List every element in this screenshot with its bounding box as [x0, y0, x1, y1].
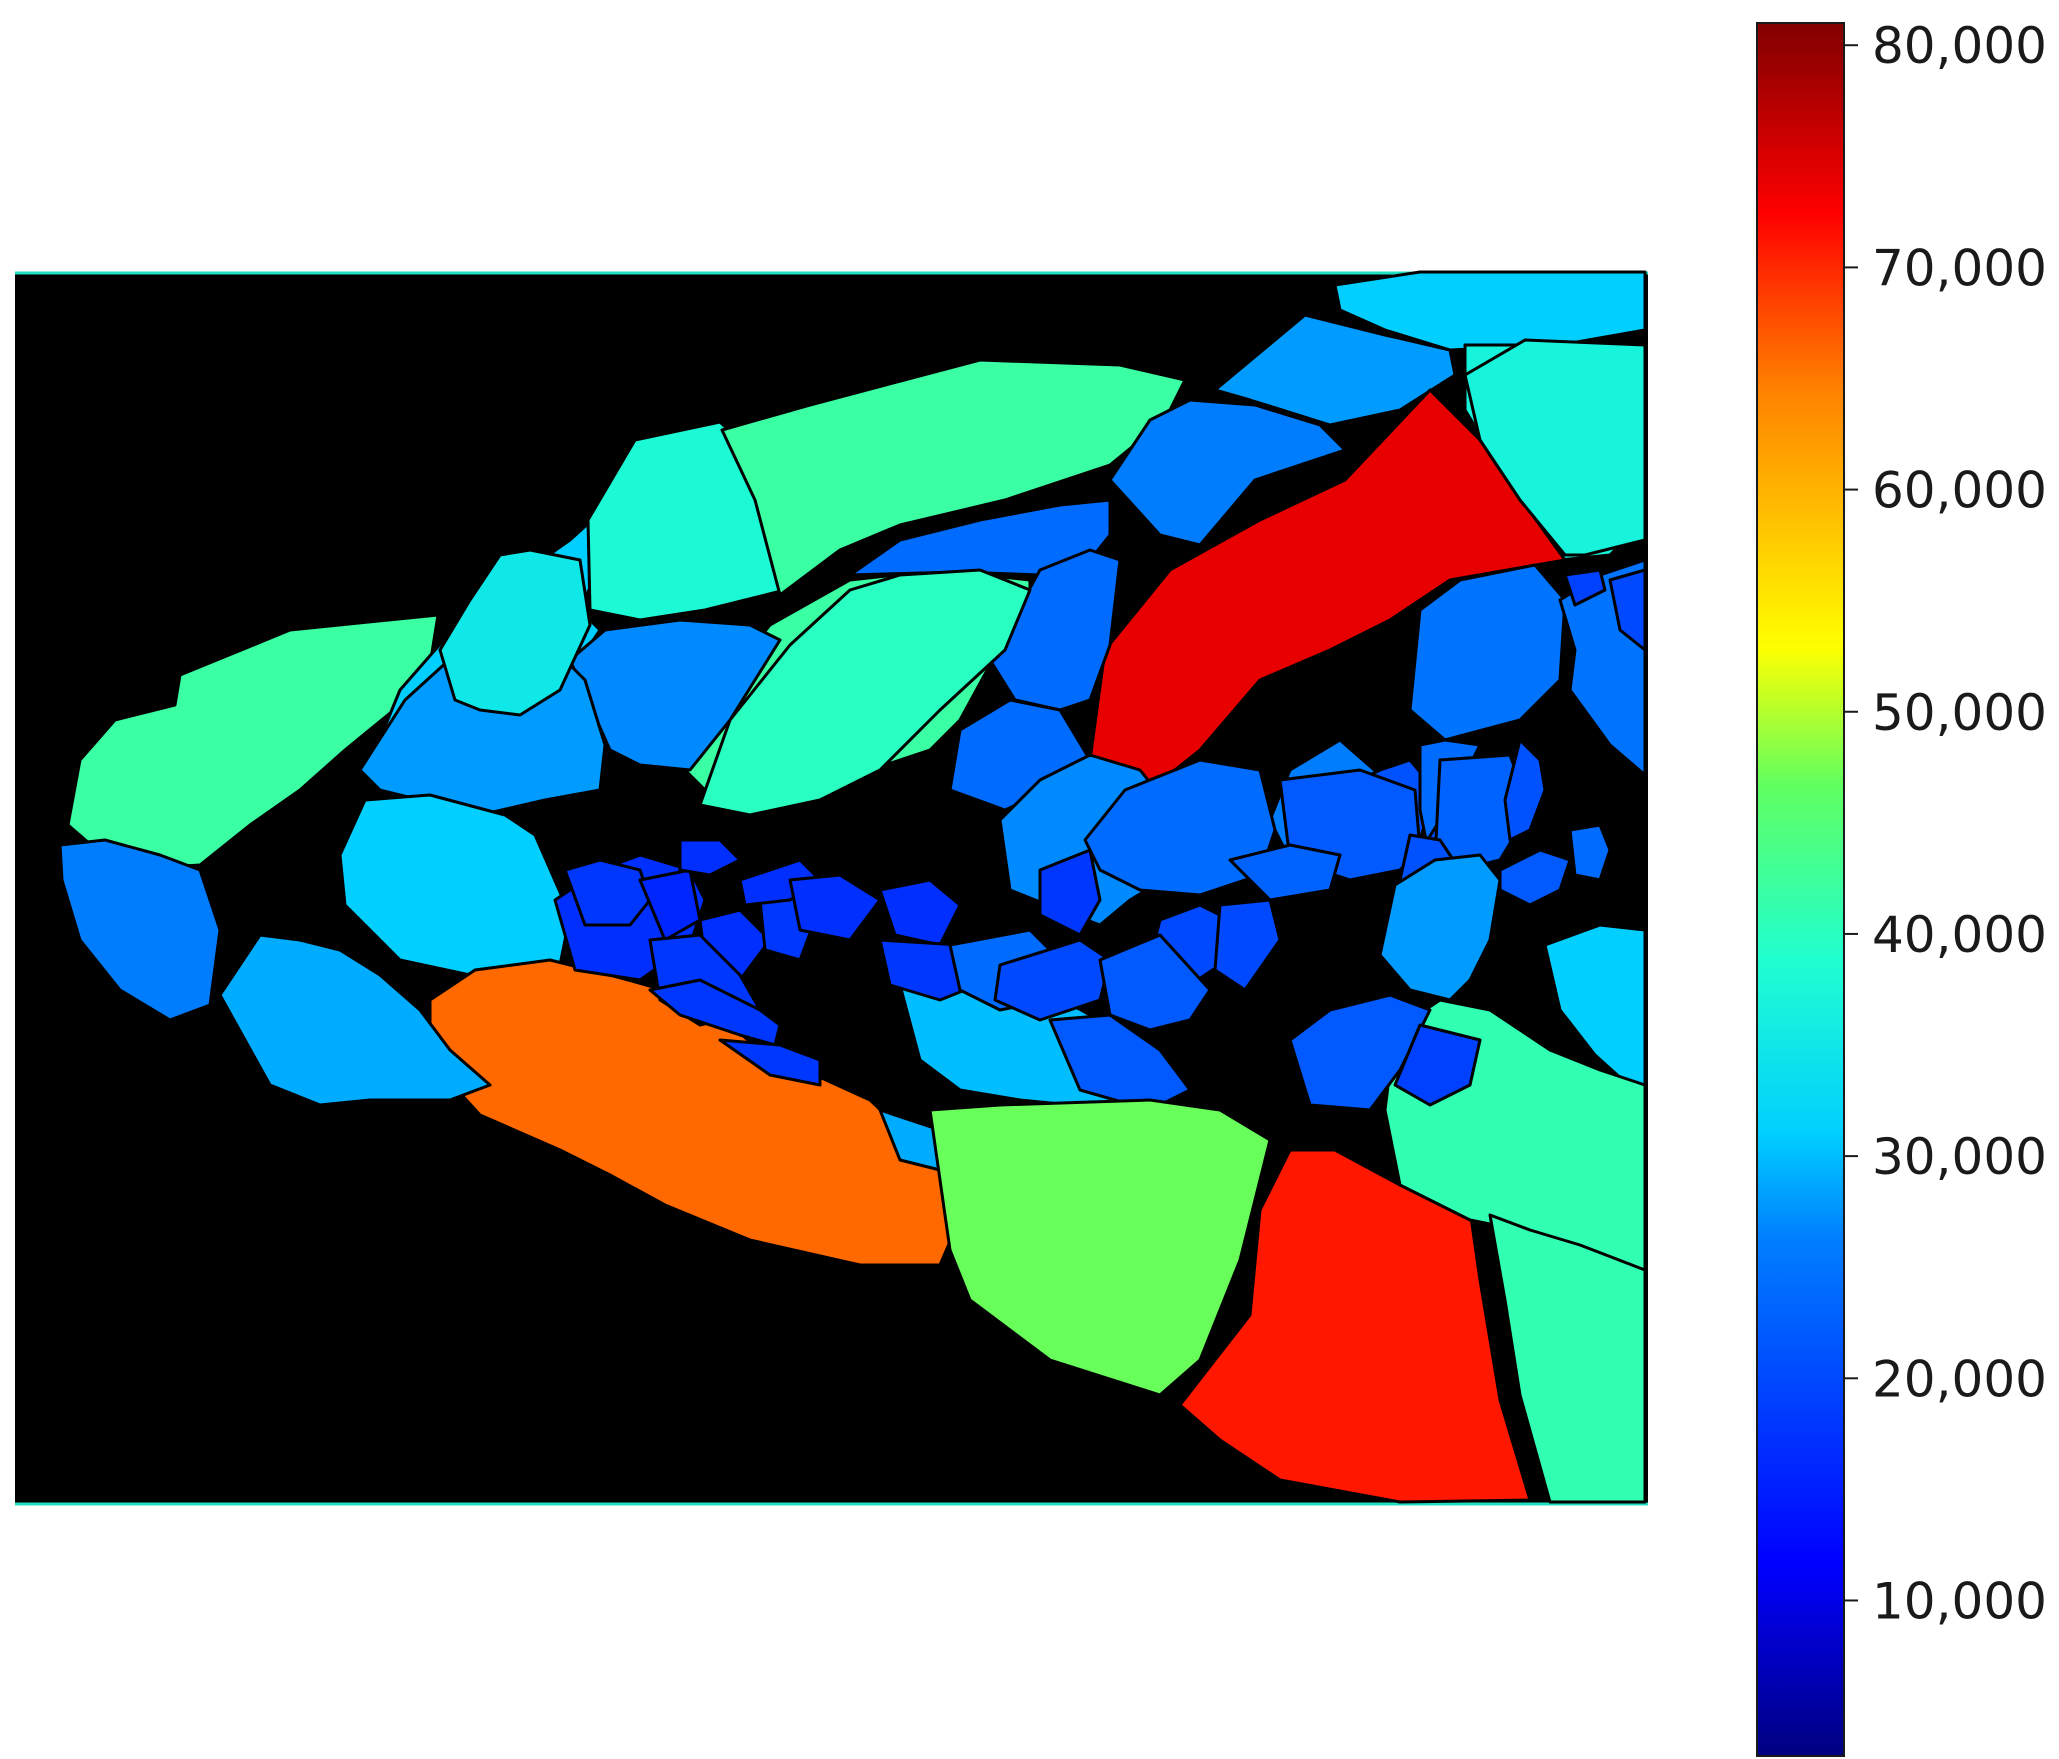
- colorbar-tick-label: 30,000: [1872, 1128, 2047, 1186]
- region-r37: [1378, 853, 1502, 1002]
- colorbar-tick-label: 70,000: [1872, 239, 2047, 297]
- region-r57: [1228, 843, 1342, 902]
- region-r48: [678, 838, 742, 877]
- region-r04: [720, 358, 1187, 597]
- region-r63: [1048, 1013, 1192, 1112]
- colorbar-gradient: [1756, 22, 1845, 1757]
- region-r52: [878, 878, 962, 947]
- segmentation-map: [15, 270, 1648, 1506]
- region-r50: [718, 1038, 822, 1087]
- region-r39: [218, 933, 492, 1107]
- colorbar-tick-label: 60,000: [1872, 462, 2047, 520]
- colorbar: 10,000 20,000 30,000 40,000 50,000 60,000 70,0…: [1756, 17, 2047, 1757]
- region-r34: [1498, 848, 1572, 907]
- region-r06: [1213, 313, 1457, 427]
- colorbar-tick-label: 40,000: [1872, 906, 2047, 964]
- colorbar-tick-label: 10,000: [1872, 1572, 2047, 1630]
- region-r69: [1393, 1023, 1482, 1107]
- region-r60: [1038, 848, 1102, 937]
- region-r10: [848, 498, 1112, 577]
- region-r15: [438, 548, 592, 717]
- region-layer: [58, 270, 1647, 1504]
- region-r08: [1108, 398, 1347, 547]
- region-r51: [788, 873, 882, 942]
- region-r32: [1608, 568, 1647, 652]
- region-r30: [1503, 738, 1547, 842]
- colorbar-tick-label: 20,000: [1872, 1350, 2047, 1408]
- region-r21: [1408, 563, 1567, 742]
- region-r16: [58, 838, 222, 1022]
- colorbar-tick-label: 50,000: [1872, 684, 2047, 742]
- colorbar-ticks: 10,000 20,000 30,000 40,000 50,000 60,000 70,0…: [1844, 17, 2047, 1630]
- region-r67: [1488, 1213, 1647, 1504]
- region-r49: [648, 978, 782, 1047]
- region-r64: [928, 1098, 1272, 1397]
- region-r17: [988, 548, 1122, 712]
- region-r19: [698, 568, 1032, 817]
- region-r20: [1463, 338, 1647, 557]
- colorbar-tick-label: 80,000: [1872, 17, 2047, 75]
- region-r35: [1568, 823, 1612, 882]
- region-r59: [1213, 898, 1282, 992]
- region-r61: [993, 938, 1112, 1022]
- region-r11: [568, 618, 782, 772]
- region-r65: [1178, 1148, 1532, 1504]
- region-r31: [1563, 568, 1607, 607]
